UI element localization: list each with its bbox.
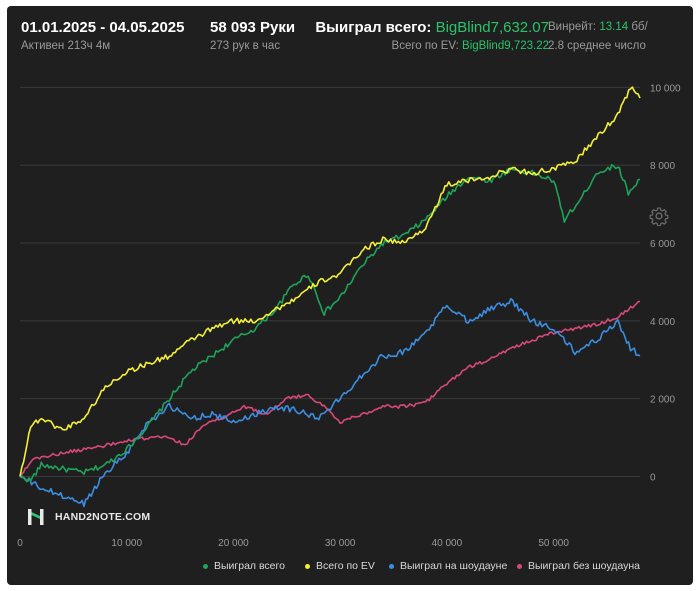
legend-marker	[517, 563, 522, 569]
legend-item[interactable]: Выиграл всего	[203, 560, 285, 572]
average-stat: 2.8 среднее число	[548, 40, 646, 52]
legend-label: Выиграл на шоудауне	[400, 560, 508, 572]
legend-marker	[389, 563, 394, 569]
legend-item[interactable]: Выиграл на шоудауне	[389, 560, 507, 572]
active-time: Активен 213ч 4м	[21, 40, 111, 52]
x-tick-label: 50 000	[538, 538, 569, 549]
total-won-value: BigBlind7,632.07	[435, 19, 549, 36]
y-tick-label: 6 000	[650, 239, 675, 250]
x-tick-label: 0	[17, 538, 23, 549]
winrate-unit: бб/	[631, 21, 648, 33]
legend-label: Всего по EV	[316, 560, 375, 572]
series-line	[19, 300, 641, 477]
series-line	[19, 163, 641, 483]
hand2note-logo-icon	[28, 509, 44, 525]
graph-panel: 01.01.2025 - 04.05.2025 Активен 213ч 4м …	[7, 6, 693, 585]
chart-legend: Выиграл всего Всего по EV Выиграл на шоуда…	[7, 560, 693, 578]
date-range[interactable]: 01.01.2025 - 04.05.2025	[21, 19, 185, 36]
legend-marker	[203, 563, 208, 569]
legend-label: Выиграл без шоудауна	[528, 560, 640, 572]
total-won: Выиграл всего: BigBlind7,632.07	[315, 19, 549, 36]
x-tick-label: 30 000	[325, 538, 356, 549]
winrate-value: 13.14	[599, 21, 629, 33]
y-tick-label: 8 000	[650, 161, 675, 172]
gear-icon[interactable]	[649, 206, 669, 226]
y-tick-label: 0	[650, 473, 656, 484]
total-won-label: Выиграл всего:	[315, 19, 432, 36]
x-tick-label: 10 000	[111, 538, 142, 549]
winnings-chart: 0 2 000 4 000 6 000 8 000 10 000 0 10 000 20 000…	[17, 83, 681, 549]
winrate-label: Винрейт:	[548, 21, 597, 33]
legend-item[interactable]: Выиграл без шоудауна	[517, 560, 640, 572]
total-ev-value: BigBlind9,723.22	[462, 40, 549, 52]
legend-marker	[305, 563, 310, 569]
total-ev-label: Всего по EV:	[391, 40, 459, 52]
x-tick-label: 40 000	[432, 538, 463, 549]
brand-logo-text: HAND2NOTE.COM	[55, 511, 151, 523]
hands-rate: 273 рук в час	[210, 40, 281, 52]
winrate: Винрейт: 13.14 бб/	[548, 21, 648, 33]
y-tick-label: 2 000	[650, 395, 675, 406]
stats-header: 01.01.2025 - 04.05.2025 Активен 213ч 4м …	[7, 6, 693, 66]
legend-label: Выиграл всего	[214, 560, 285, 572]
x-tick-label: 20 000	[218, 538, 249, 549]
series-line	[19, 297, 641, 508]
y-tick-label: 4 000	[650, 317, 675, 328]
legend-item[interactable]: Всего по EV	[305, 560, 375, 572]
series-line	[19, 86, 641, 477]
hands-count: 58 093 Руки	[210, 19, 296, 36]
total-ev: Всего по EV: BigBlind9,723.22	[392, 40, 549, 52]
y-tick-label: 10 000	[650, 83, 681, 94]
